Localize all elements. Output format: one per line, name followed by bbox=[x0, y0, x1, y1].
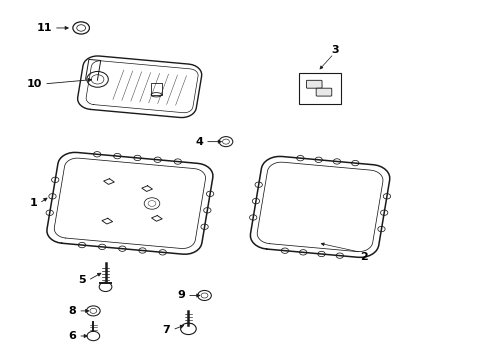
Text: 6: 6 bbox=[68, 331, 76, 341]
Text: 10: 10 bbox=[27, 79, 42, 89]
Text: 9: 9 bbox=[177, 291, 184, 301]
Text: 5: 5 bbox=[78, 275, 86, 285]
Text: 7: 7 bbox=[163, 325, 170, 335]
FancyBboxPatch shape bbox=[306, 80, 322, 88]
Text: 1: 1 bbox=[29, 198, 37, 208]
FancyBboxPatch shape bbox=[316, 88, 331, 96]
Text: 3: 3 bbox=[330, 45, 338, 55]
Bar bbox=[299, 73, 340, 104]
Text: 2: 2 bbox=[359, 252, 367, 262]
Text: 4: 4 bbox=[195, 137, 203, 147]
Text: 11: 11 bbox=[36, 23, 52, 33]
Text: 8: 8 bbox=[68, 306, 76, 316]
